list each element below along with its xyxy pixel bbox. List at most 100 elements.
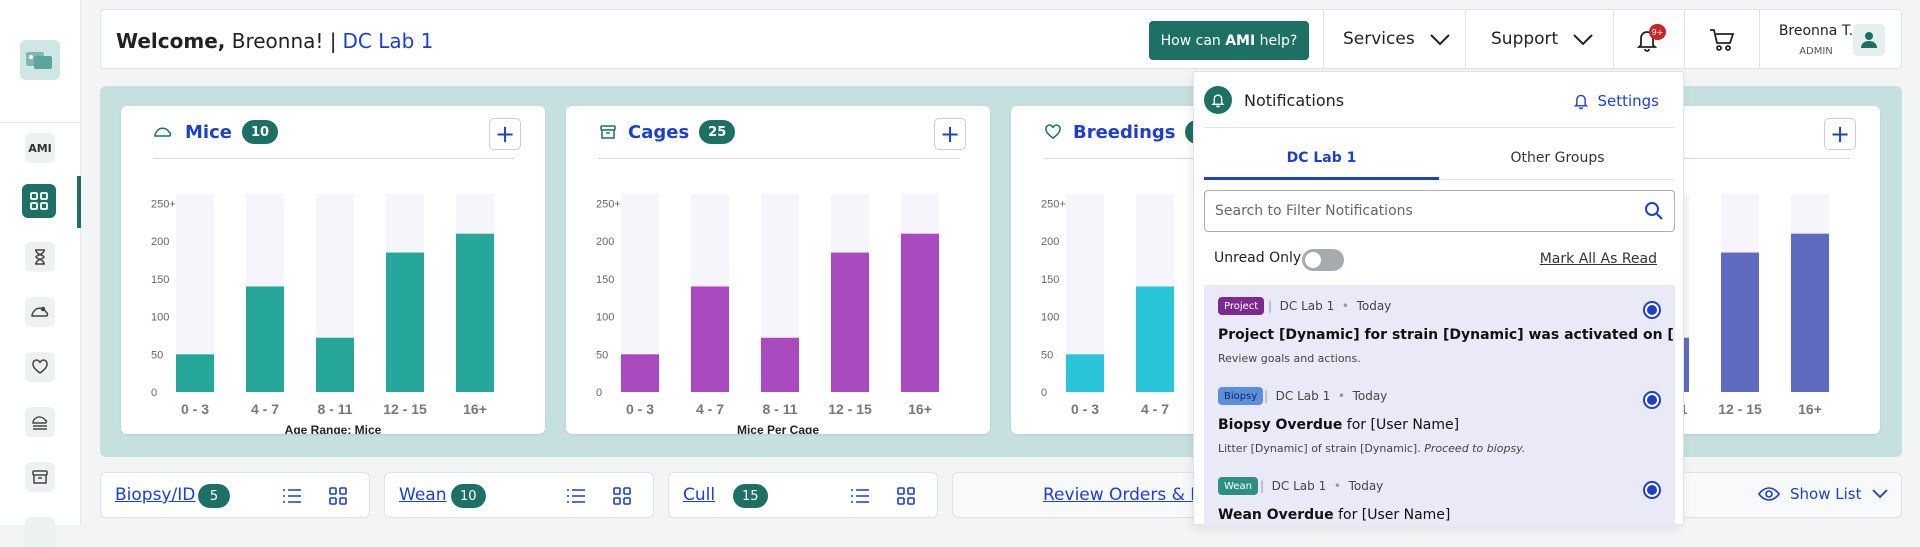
cart-button[interactable]	[1706, 24, 1738, 56]
tag-badge: Project	[1218, 297, 1265, 315]
y-tick-label: 150	[1041, 274, 1059, 286]
review-orders-link[interactable]: Review Orders & Res	[1043, 485, 1221, 505]
grid-view-icon[interactable]	[895, 485, 917, 507]
show-list-button[interactable]: Show List	[1758, 485, 1889, 503]
mice-chart: 0 50 100 150 200 250+ 0 - 3 4 - 7 8 - 11 12 - 15 1…	[151, 194, 494, 434]
notification-list: Project | DC Lab 1 • Today Project [Dyna…	[1204, 285, 1675, 526]
unread-only-label: Unread Only	[1214, 250, 1302, 266]
biopsy-id-link[interactable]: Biopsy/ID	[115, 485, 196, 505]
ami-help-button[interactable]: How can AMI help?	[1149, 21, 1309, 60]
notification-subtext: Litter [Dynamic] of strain [Dynamic]. Pr…	[1218, 442, 1526, 455]
bar[interactable]	[831, 252, 869, 392]
notifications-button[interactable]: 9+	[1631, 24, 1666, 56]
bar[interactable]	[1136, 286, 1174, 392]
y-tick-label: 200	[151, 236, 169, 248]
bar[interactable]	[456, 233, 494, 392]
bar[interactable]	[1791, 233, 1829, 392]
user-icon	[1861, 32, 1877, 48]
x-tick-label: 4 - 7	[696, 401, 724, 417]
search-icon[interactable]	[1644, 201, 1664, 221]
hourglass-icon	[35, 249, 45, 265]
x-tick-label: 12 - 15	[1718, 401, 1762, 417]
add-litter-button[interactable]: +	[1824, 118, 1856, 150]
tab-dc-lab-1[interactable]: DC Lab 1	[1286, 150, 1357, 166]
wean-task[interactable]: Wean 10	[384, 472, 654, 518]
app-logo[interactable]	[20, 40, 60, 80]
sidebar-item-mice[interactable]	[25, 297, 55, 327]
x-axis-label: Age Range: Mice	[285, 423, 382, 434]
list-item[interactable]: Wean | DC Lab 1 • Today Wean Overdue for…	[1204, 465, 1675, 526]
search-input[interactable]	[1215, 201, 1635, 221]
x-tick-label: 4 - 7	[251, 401, 279, 417]
bar[interactable]	[176, 354, 214, 392]
x-tick-label: 12 - 15	[828, 401, 872, 417]
y-tick-label: 150	[596, 274, 614, 286]
bar[interactable]	[761, 337, 799, 392]
y-tick-label: 100	[596, 312, 614, 324]
bar[interactable]	[316, 337, 354, 392]
mice-card-title[interactable]: Mice 10	[153, 120, 279, 144]
sidebar-active-indicator	[77, 176, 81, 228]
cull-task[interactable]: Cull 15	[668, 472, 938, 518]
tab-other-groups[interactable]: Other Groups	[1510, 150, 1605, 166]
services-menu[interactable]: Services	[1343, 29, 1451, 49]
list-view-icon[interactable]	[849, 485, 871, 507]
archive-icon	[600, 125, 616, 139]
unread-radio[interactable]	[1643, 301, 1661, 319]
list-item[interactable]: Biopsy | DC Lab 1 • Today Biopsy Overdue…	[1204, 375, 1675, 465]
x-tick-label: 0 - 3	[181, 401, 209, 417]
active-tab-indicator	[1204, 177, 1439, 180]
plus-icon: +	[494, 120, 516, 148]
count-badge: 5	[198, 484, 230, 508]
sidebar-item-cages[interactable]	[25, 462, 55, 492]
sidebar-item-ami[interactable]: AMI	[25, 133, 55, 163]
chevron-down-icon	[1429, 34, 1450, 46]
sidebar-item-timers[interactable]	[25, 242, 55, 272]
list-item[interactable]: Project | DC Lab 1 • Today Project [Dyna…	[1204, 285, 1675, 375]
bar[interactable]	[246, 286, 284, 392]
y-tick-label: 250+	[1041, 199, 1066, 211]
biopsy-id-task[interactable]: Biopsy/ID 5	[100, 472, 370, 518]
chevron-down-icon	[1573, 34, 1593, 46]
bar[interactable]	[901, 233, 939, 392]
wean-link[interactable]: Wean	[399, 485, 447, 505]
x-tick-label: 8 - 11	[762, 401, 797, 417]
add-mouse-button[interactable]: +	[489, 118, 521, 150]
notifications-title: Notifications	[1244, 90, 1345, 110]
x-tick-label: 16+	[463, 401, 487, 417]
grid-view-icon[interactable]	[611, 485, 633, 507]
logo-icon	[26, 52, 52, 69]
y-tick-label: 250+	[596, 199, 621, 211]
grid-view-icon[interactable]	[327, 485, 349, 507]
lab-link[interactable]: DC Lab 1	[342, 29, 434, 53]
bar[interactable]	[386, 252, 424, 392]
bar[interactable]	[621, 354, 659, 392]
unread-radio[interactable]	[1643, 481, 1661, 499]
unread-only-toggle[interactable]	[1302, 249, 1344, 271]
y-tick-label: 50	[596, 349, 608, 361]
bar[interactable]	[691, 286, 729, 392]
cages-card-title[interactable]: Cages 25	[598, 120, 736, 144]
add-cage-button[interactable]: +	[934, 118, 966, 150]
notification-settings-link[interactable]: Settings	[1572, 92, 1659, 110]
sidebar-item-more[interactable]	[25, 517, 55, 547]
avatar[interactable]	[1853, 24, 1885, 56]
notification-subtext: Review goals and actions.	[1218, 352, 1361, 365]
sidebar-item-breedings[interactable]	[25, 352, 55, 382]
cull-link[interactable]: Cull	[683, 485, 716, 505]
notification-title: Biopsy Overdue for [User Name]	[1218, 417, 1460, 433]
sidebar-item-dashboard[interactable]	[22, 184, 56, 218]
unread-radio[interactable]	[1643, 391, 1661, 409]
mark-all-read-link[interactable]: Mark All As Read	[1539, 251, 1657, 267]
list-view-icon[interactable]	[565, 485, 587, 507]
mice-card: Mice 10 + 0 50 100 150 200 250+ 0 - 3 4 - 7 8 - 1…	[121, 106, 545, 434]
notification-search	[1204, 190, 1675, 232]
list-view-icon[interactable]	[281, 485, 303, 507]
sidebar-item-colonies[interactable]	[25, 407, 55, 437]
bar[interactable]	[1721, 252, 1759, 392]
heart-icon	[32, 359, 48, 374]
bar[interactable]	[1066, 354, 1104, 392]
chevron-down-icon	[1872, 489, 1889, 499]
y-tick-label: 50	[1041, 349, 1053, 361]
support-menu[interactable]: Support	[1491, 29, 1594, 49]
